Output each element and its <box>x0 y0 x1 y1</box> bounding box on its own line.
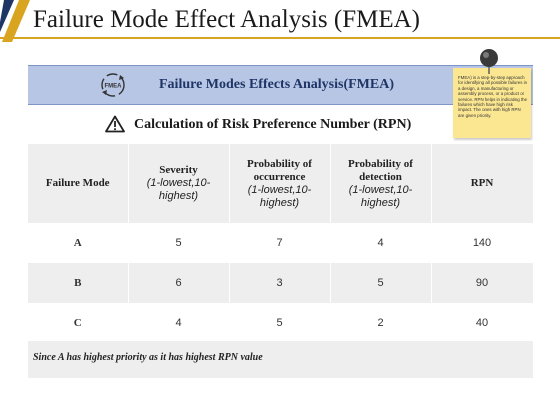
page-title: Failure Mode Effect Analysis (FMEA) <box>33 6 420 33</box>
fmea-table-card: FMEA Failure Modes Effects Analysis(FMEA… <box>28 65 534 381</box>
severity-cell: 6 <box>128 263 230 303</box>
sticky-note: FMEA) is a step-by-step approach for ide… <box>453 68 531 138</box>
conclusion-text: Since A has highest priority as it has h… <box>33 352 263 363</box>
detection-cell: 2 <box>330 303 432 343</box>
title-divider <box>0 37 560 39</box>
rpn-subheader-title: Calculation of Risk Preference Number (R… <box>134 117 412 132</box>
severity-cell: 4 <box>128 303 230 343</box>
corner-accent-stripes <box>0 0 30 42</box>
detection-cell: 4 <box>330 223 432 263</box>
header-probability-detection: Probability of detection (1-lowest,10-hig… <box>330 144 432 223</box>
table-row: C 4 5 2 40 <box>28 303 534 343</box>
table-row: B 6 3 5 90 <box>28 263 534 303</box>
fmea-cycle-icon: FMEA <box>101 73 125 97</box>
rpn-table: Failure Mode Severity (1-lowest,10-highes… <box>28 144 534 343</box>
rpn-cell: 40 <box>431 303 534 343</box>
header-failure-mode: Failure Mode <box>28 144 129 223</box>
fmea-icon-label: FMEA <box>105 84 123 90</box>
failure-mode-cell: C <box>28 303 129 343</box>
sticky-note-text: FMEA) is a step-by-step approach for ide… <box>458 75 528 118</box>
banner-title: Failure Modes Effects Analysis(FMEA) <box>159 77 394 92</box>
table-header-row: Failure Mode Severity (1-lowest,10-highes… <box>28 144 534 223</box>
occurrence-cell: 7 <box>229 223 331 263</box>
detection-cell: 5 <box>330 263 432 303</box>
conclusion-footer: Since A has highest priority as it has h… <box>28 341 533 378</box>
warning-icon <box>105 115 125 133</box>
rpn-subheader: Calculation of Risk Preference Number (R… <box>28 105 533 145</box>
rpn-cell: 90 <box>431 263 534 303</box>
occurrence-cell: 5 <box>229 303 331 343</box>
failure-mode-cell: A <box>28 223 129 263</box>
pushpin-icon <box>480 49 498 74</box>
rpn-cell: 140 <box>431 223 534 263</box>
header-rpn: RPN <box>431 144 534 223</box>
failure-mode-cell: B <box>28 263 129 303</box>
table-row: A 5 7 4 140 <box>28 223 534 263</box>
header-probability-occurrence: Probability of occurrence (1-lowest,10-hi… <box>229 144 331 223</box>
severity-cell: 5 <box>128 223 230 263</box>
occurrence-cell: 3 <box>229 263 331 303</box>
header-severity: Severity (1-lowest,10-highest) <box>128 144 230 223</box>
fmea-banner: FMEA Failure Modes Effects Analysis(FMEA… <box>28 65 533 105</box>
